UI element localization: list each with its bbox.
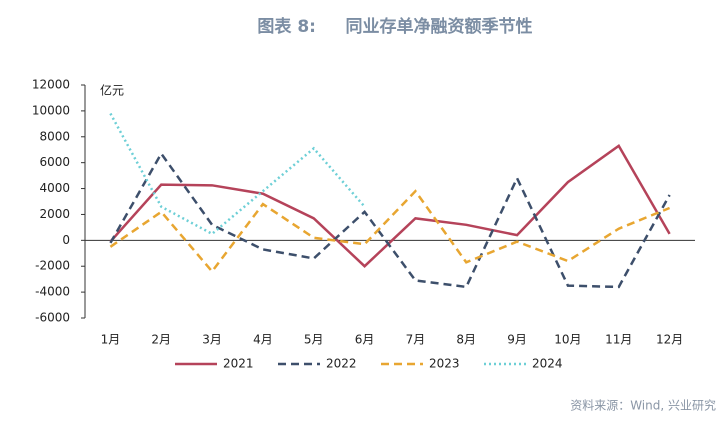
y-tick-label: 4000 <box>39 181 70 195</box>
x-tick-label: 2月 <box>151 333 171 347</box>
y-tick-label: -6000 <box>35 311 70 325</box>
x-tick-label: 7月 <box>406 333 426 347</box>
x-tick-label: 12月 <box>656 333 683 347</box>
x-tick-label: 4月 <box>253 333 273 347</box>
y-tick-label: 2000 <box>39 207 70 221</box>
y-tick-label: 12000 <box>32 78 70 92</box>
y-axis-label: 亿元 <box>100 83 124 98</box>
legend-label: 2021 <box>223 357 254 371</box>
legend-label: 2023 <box>429 357 460 371</box>
y-tick-label: -4000 <box>35 285 70 299</box>
x-tick-label: 3月 <box>202 333 222 347</box>
x-tick-label: 9月 <box>507 333 527 347</box>
legend-label: 2024 <box>532 357 563 371</box>
y-tick-label: -2000 <box>35 259 70 273</box>
series-line <box>109 151 671 289</box>
x-tick-label: 1月 <box>101 333 121 347</box>
x-tick-label: 8月 <box>456 333 476 347</box>
y-tick-label: 0 <box>62 233 70 247</box>
x-tick-label: 6月 <box>355 333 375 347</box>
y-tick-label: 6000 <box>39 155 70 169</box>
source: 资料来源：Wind, 兴业研究 <box>570 398 716 413</box>
x-tick-label: 10月 <box>554 333 581 347</box>
y-tick-label: 8000 <box>39 129 70 143</box>
series-line <box>109 144 671 268</box>
y-tick-label: 10000 <box>32 103 70 117</box>
x-tick-label: 5月 <box>304 333 324 347</box>
x-tick-label: 11月 <box>605 333 632 347</box>
chart-title: 图表 8: 同业存单净融资额季节性 <box>257 16 532 37</box>
series-line <box>109 189 671 274</box>
legend-label: 2022 <box>326 357 357 371</box>
